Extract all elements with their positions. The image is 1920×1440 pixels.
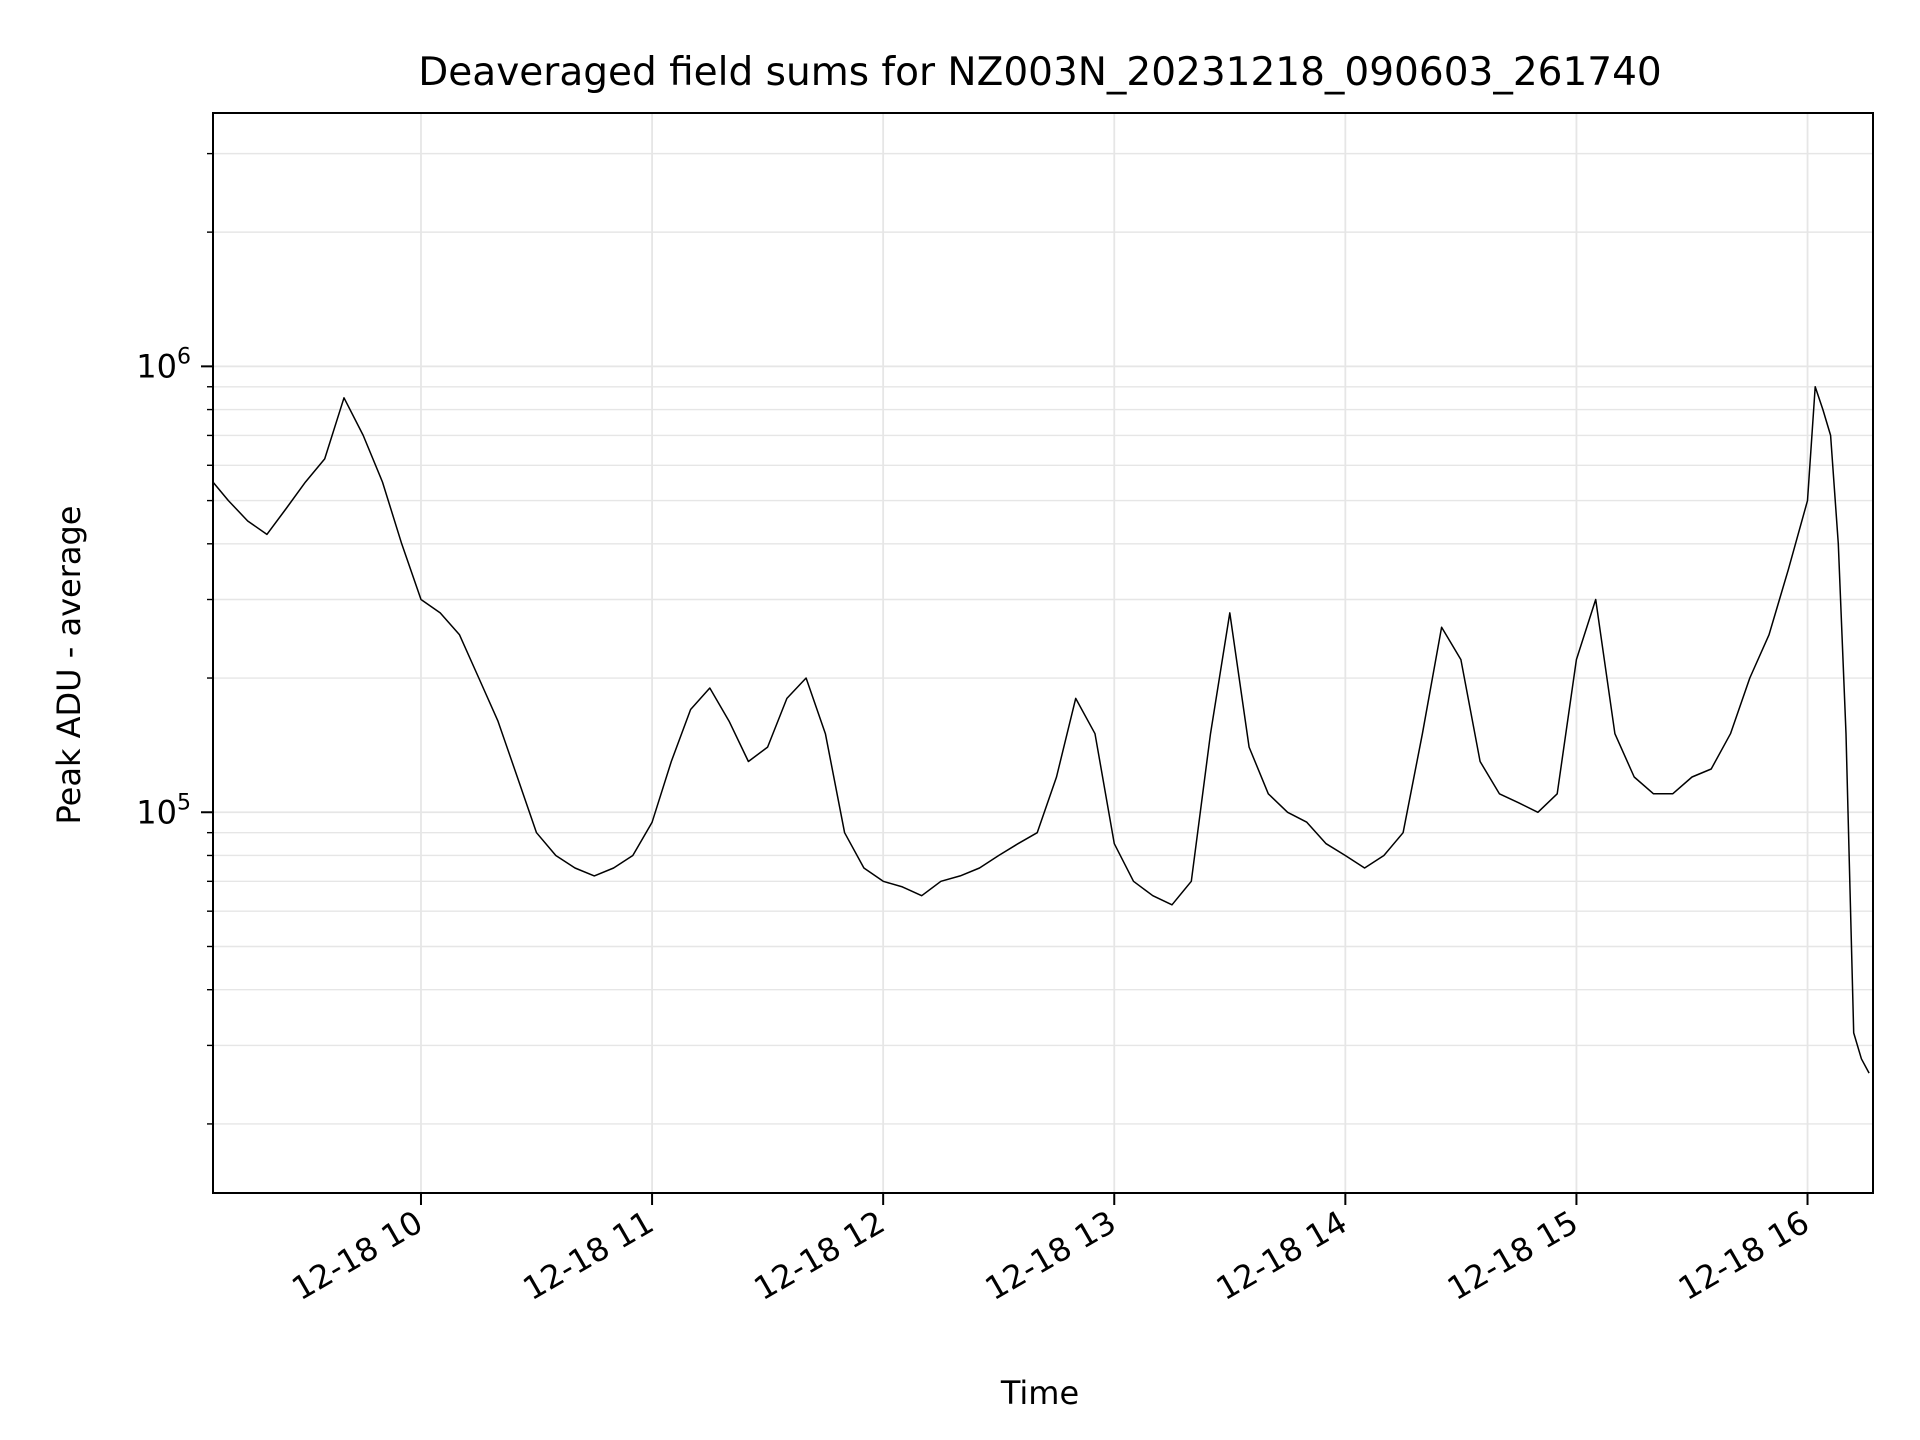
- chart-title: Deaveraged field sums for NZ003N_2023121…: [418, 50, 1661, 95]
- y-tick-label: 106: [136, 344, 191, 385]
- x-axis-label: Time: [1000, 1374, 1079, 1412]
- plot-frame: [212, 112, 1874, 1194]
- series-group: [212, 386, 1870, 1074]
- grid: [213, 113, 1873, 1193]
- y-tick-label: 105: [136, 790, 191, 831]
- series-line: [212, 386, 1870, 1074]
- y-axis-label: Peak ADU - average: [50, 506, 88, 825]
